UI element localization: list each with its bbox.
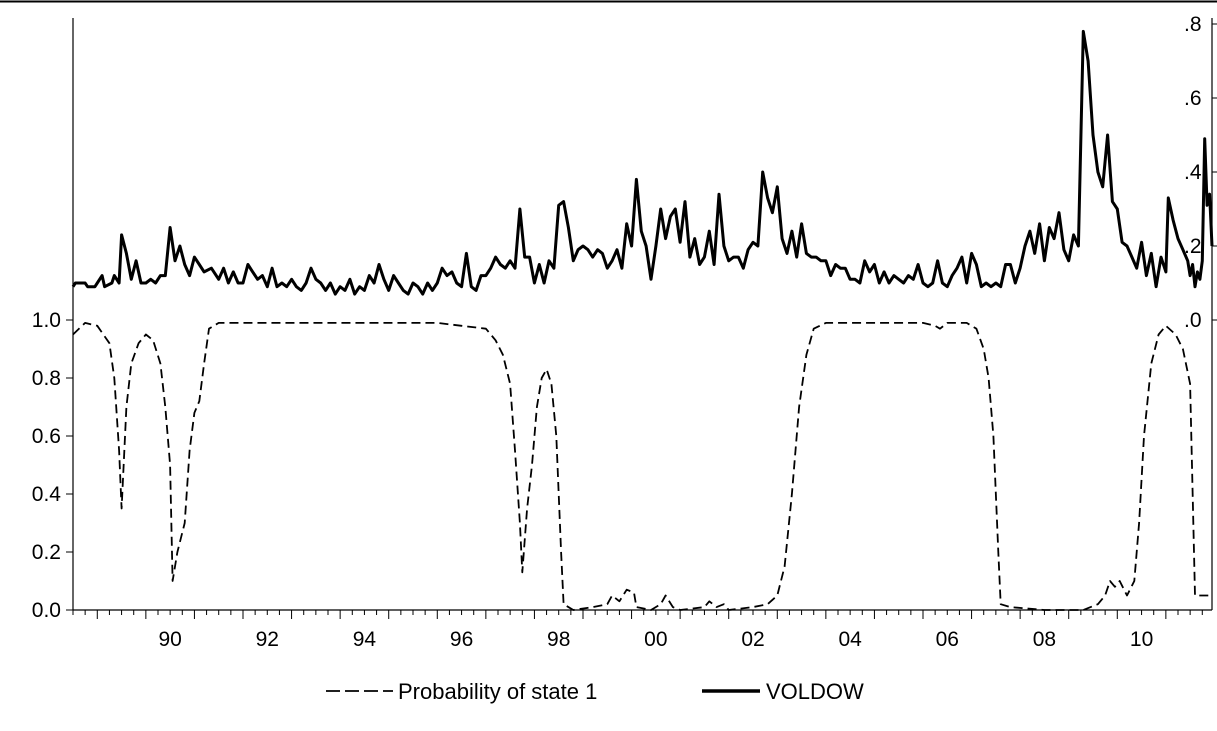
left-tick-label: 0.4 <box>32 483 62 506</box>
right-tick-label: .2 <box>1184 235 1202 258</box>
legend-label-probability: Probability of state 1 <box>398 679 597 704</box>
series-lines <box>71 29 1214 611</box>
series-line-voldow <box>71 29 1214 296</box>
left-tick-label: 0.0 <box>32 599 61 622</box>
legend: Probability of state 1 VOLDOW <box>326 679 864 704</box>
x-tick-label: 90 <box>158 628 181 651</box>
x-tick-label: 96 <box>450 628 473 651</box>
right-tick-label: .4 <box>1184 161 1202 184</box>
left-tick-label: 0.8 <box>32 367 61 390</box>
right-tick-label: .8 <box>1184 13 1202 36</box>
left-tick-label: 0.6 <box>32 425 61 448</box>
left-tick-label: 1.0 <box>32 309 61 332</box>
x-tick-label: 06 <box>936 628 959 651</box>
x-tick-label: 02 <box>741 628 764 651</box>
legend-label-voldow: VOLDOW <box>766 679 864 704</box>
x-tick-label: 92 <box>256 628 279 651</box>
x-tick-label: 98 <box>547 628 570 651</box>
x-tick-label: 10 <box>1130 628 1153 651</box>
x-tick-label: 08 <box>1033 628 1056 651</box>
x-tick-label: 04 <box>838 628 862 651</box>
right-tick-label: .6 <box>1184 87 1202 110</box>
x-tick-label: 94 <box>353 628 377 651</box>
series-line-probability <box>72 321 1212 611</box>
left-tick-label: 0.2 <box>32 541 61 564</box>
right-tick-label: .0 <box>1184 309 1202 332</box>
x-tick-label: 00 <box>644 628 667 651</box>
axes: 0.0 0.2 0.4 0.6 0.8 1.0 .0 .2 .4 .6 .8 90 92 94 96 98 00… <box>32 13 1217 651</box>
